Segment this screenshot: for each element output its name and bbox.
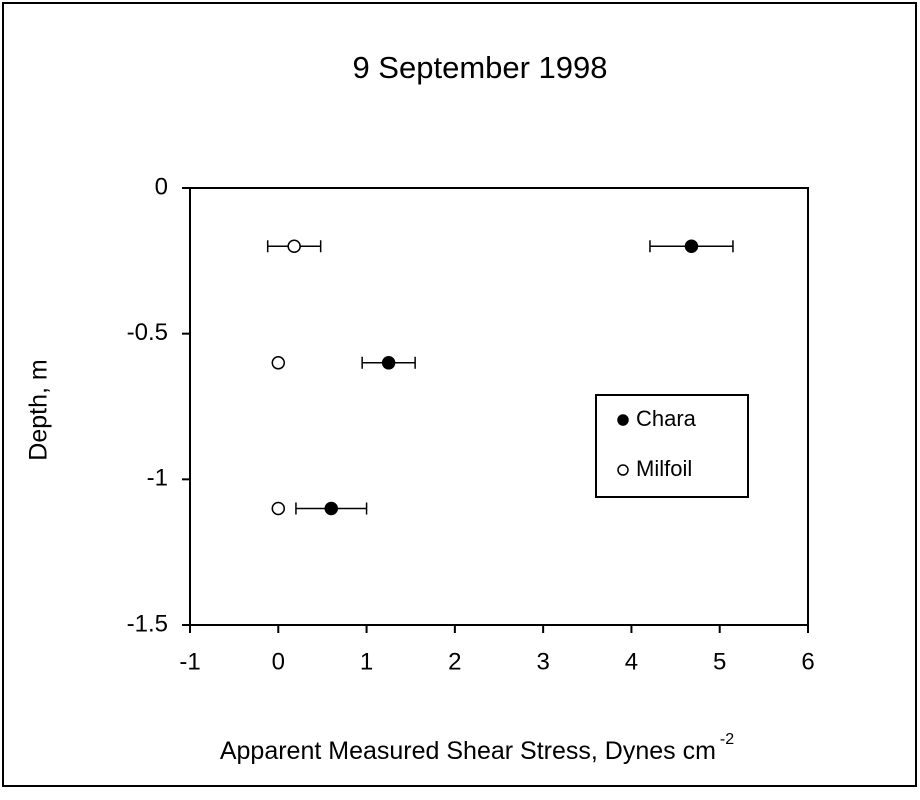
x-axis-label-text: Apparent Measured Shear Stress, Dynes cm — [220, 737, 716, 765]
y-tick-label: -1.5 — [127, 610, 168, 637]
x-tick-label: 4 — [625, 648, 638, 675]
legend-label: Milfoil — [636, 456, 692, 481]
x-tick-label: -1 — [179, 648, 200, 675]
x-tick-label: 3 — [536, 648, 549, 675]
point — [271, 501, 286, 516]
y-axis-label: Depth, m — [25, 359, 53, 460]
x-tick-label: 1 — [360, 648, 373, 675]
plot-area — [189, 187, 809, 626]
x-tick-label: 0 — [272, 648, 285, 675]
point — [324, 501, 339, 516]
x-axis-label: Apparent Measured Shear Stress, Dynes cm… — [220, 731, 734, 764]
x-tick-label: 5 — [713, 648, 726, 675]
chart-title: 9 September 1998 — [352, 50, 607, 85]
legend-box — [595, 394, 749, 498]
y-tick-label: -1 — [147, 465, 168, 492]
x-tick-label: 2 — [448, 648, 461, 675]
legend-label: Chara — [636, 406, 697, 431]
point — [287, 239, 301, 254]
point — [684, 239, 699, 254]
legend-marker — [617, 414, 629, 426]
point — [271, 356, 286, 370]
y-tick-label: 0 — [155, 173, 168, 200]
point — [381, 356, 396, 370]
x-tick-label: 6 — [801, 648, 814, 675]
frame — [2, 2, 917, 787]
legend-marker — [617, 464, 629, 476]
x-axis-label-superscript: -2 — [720, 731, 734, 748]
y-tick-label: -0.5 — [127, 319, 168, 346]
